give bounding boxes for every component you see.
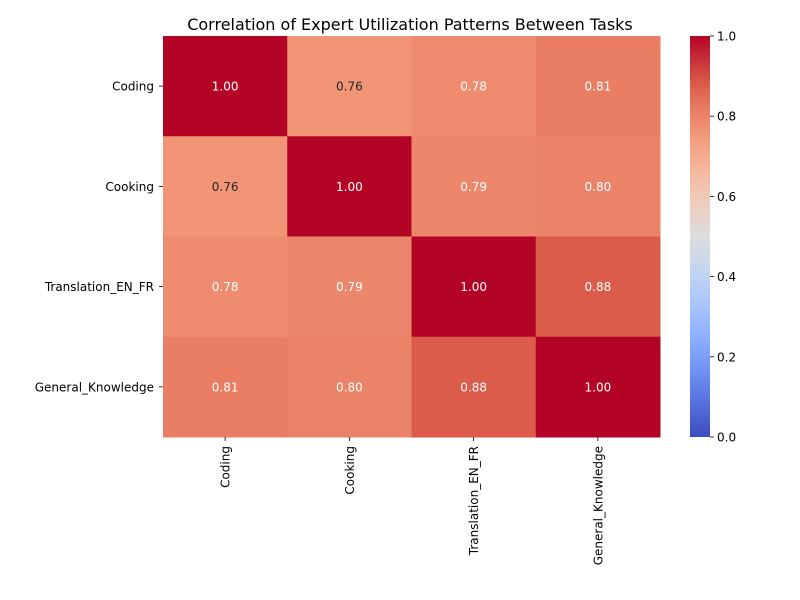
- row-label-Translation_EN_FR: Translation_EN_FR: [44, 280, 154, 294]
- heatmap-cell-Cooking-Cooking: [287, 136, 412, 237]
- heatmap-cell-value: 0.80: [585, 180, 612, 194]
- heatmap-cell-General_Knowledge-General_Knowledge: [535, 336, 661, 438]
- row-labels: Coding Cooking Translation_EN_FR General_Kn…: [35, 80, 163, 394]
- heatmap-cell-value: 0.88: [585, 280, 612, 294]
- heatmap-cell-value: 0.81: [585, 80, 612, 94]
- row-label-Cooking: Cooking: [105, 180, 154, 194]
- heatmap-cell-value: 0.79: [460, 180, 487, 194]
- heatmap-cell-Translation_EN_FR-Translation_EN_FR: [411, 236, 537, 338]
- colorbar-gradient: [690, 36, 710, 437]
- heatmap-cell-value: 0.80: [336, 380, 363, 394]
- colorbar-tick-label: 0.2: [717, 350, 736, 364]
- heatmap-cell-Cooking-General_Knowledge: [535, 136, 661, 237]
- heatmap-cell-Coding-General_Knowledge: [535, 36, 661, 137]
- heatmap-cell-Coding-Coding: [163, 36, 288, 137]
- heatmap-cell-value: 0.76: [212, 180, 239, 194]
- heatmap-cell-Cooking-Translation_EN_FR: [411, 136, 537, 237]
- heatmap-cell-Cooking-Coding: [163, 136, 288, 237]
- heatmap-cell-value: 1.00: [460, 280, 487, 294]
- colorbar: 0.0 0.2 0.4 0.6 0.8 1.0: [690, 30, 736, 445]
- colorbar-tick-label: 0.4: [717, 270, 736, 284]
- heatmap-cell-value: 1.00: [585, 380, 612, 394]
- heatmap-value-labels: 1.00 0.76 0.78 0.81 0.76 1.00 0.79 0.80 0.78 0.79…: [212, 80, 611, 395]
- row-label-Coding: Coding: [112, 80, 154, 94]
- heatmap-cells: [163, 36, 661, 438]
- heatmap-cell-Translation_EN_FR-General_Knowledge: [535, 236, 661, 338]
- colorbar-tick-label: 1.0: [717, 30, 736, 44]
- heatmap-cell-Translation_EN_FR-Cooking: [287, 236, 412, 338]
- colorbar-tick-label: 0.8: [717, 110, 736, 124]
- heatmap-cell-General_Knowledge-Coding: [163, 336, 288, 438]
- colorbar-tick-label: 0.6: [717, 190, 736, 204]
- heatmap-cell-Translation_EN_FR-Coding: [163, 236, 288, 338]
- chart-title: Correlation of Expert Utilization Patter…: [187, 15, 633, 34]
- colorbar-tick-label: 0.0: [717, 431, 736, 445]
- heatmap-cell-General_Knowledge-Cooking: [287, 336, 412, 438]
- heatmap-cell-General_Knowledge-Translation_EN_FR: [411, 336, 537, 438]
- heatmap-cell-Coding-Cooking: [287, 36, 412, 137]
- heatmap-cell-value: 1.00: [336, 180, 363, 194]
- column-label-General_Knowledge: General_Knowledge: [591, 446, 605, 565]
- row-label-General_Knowledge: General_Knowledge: [35, 380, 154, 394]
- heatmap-cell-value: 0.78: [460, 80, 487, 94]
- heatmap-cell-value: 0.81: [212, 380, 239, 394]
- heatmap-cell-value: 0.76: [336, 80, 363, 94]
- heatmap-cell-value: 0.78: [212, 280, 239, 294]
- column-label-Coding: Coding: [219, 446, 233, 488]
- column-label-Translation_EN_FR: Translation_EN_FR: [467, 446, 481, 556]
- heatmap-cell-value: 0.88: [460, 380, 487, 394]
- heatmap-cell-Coding-Translation_EN_FR: [411, 36, 537, 137]
- heatmap-cell-value: 0.79: [336, 280, 363, 294]
- heatmap-cell-value: 1.00: [212, 80, 239, 94]
- column-labels: Coding Cooking Translation_EN_FR General_Kn…: [219, 437, 605, 565]
- column-label-Cooking: Cooking: [343, 446, 357, 495]
